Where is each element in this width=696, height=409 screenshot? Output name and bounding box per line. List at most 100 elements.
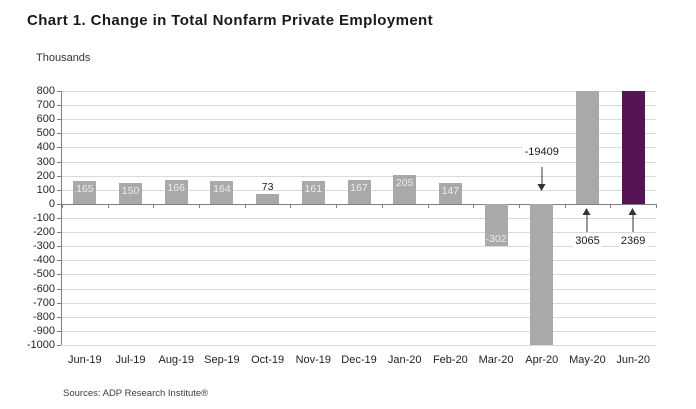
bar-value-label: 164 (213, 182, 231, 195)
arrow-shaft (632, 213, 634, 232)
gridline (62, 274, 656, 276)
y-tick-mark (57, 119, 61, 121)
x-tick-mark (62, 203, 63, 208)
up-arrow-icon (628, 207, 638, 232)
x-axis-label-jun-20: Jun-20 (616, 354, 650, 366)
annotation-2369: 2369 (618, 234, 648, 247)
gridline (62, 330, 656, 332)
y-tick-label: 300 (36, 155, 55, 168)
x-axis-label-mar-20: Mar-20 (478, 354, 514, 366)
plot-area: 800 700 600 500 400 300 200 100 0 -100 -200 -300 -40… (27, 85, 657, 351)
y-tick-label: -100 (32, 212, 55, 224)
arrow-head-down (537, 183, 546, 191)
gridline (62, 91, 656, 92)
bar-nov-19 (301, 181, 325, 204)
x-axis-label-feb-20: Feb-20 (432, 354, 468, 366)
y-tick-mark (57, 189, 61, 191)
bar-jun-20 (621, 91, 645, 204)
bar-dec-19 (347, 180, 371, 204)
gridline (62, 147, 656, 149)
y-tick-mark (57, 105, 61, 107)
x-tick-mark (381, 203, 383, 208)
y-tick-label: -800 (32, 310, 55, 323)
y-tick-mark (57, 330, 61, 332)
bar-sep-19 (210, 180, 234, 204)
x-tick-mark (518, 203, 520, 208)
arrow-head-up (582, 207, 591, 215)
y-tick-mark (57, 345, 61, 346)
arrow-head-up (628, 207, 637, 215)
bar-value-label: 166 (167, 182, 185, 195)
chart-title: Chart 1. Change in Total Nonfarm Private… (27, 12, 434, 29)
y-tick-mark (57, 161, 61, 163)
bar-value-label: 167 (350, 182, 368, 195)
gridline (62, 161, 656, 163)
bar-apr-20 (530, 203, 554, 345)
y-tick-label: -1000 (26, 339, 55, 351)
y-tick-mark (57, 316, 61, 318)
y-tick-mark (57, 232, 61, 234)
gridline (62, 133, 656, 135)
x-axis-label-jun-19: Jun-19 (68, 354, 102, 366)
annotation-19409: -19409 (522, 145, 561, 158)
bar-jul-19 (119, 182, 143, 204)
y-tick-mark (57, 175, 61, 177)
x-tick-mark (427, 203, 429, 208)
y-tick-mark (57, 302, 61, 304)
y-tick-mark (57, 91, 61, 92)
bar-feb-20 (438, 183, 462, 204)
y-tick-label: 700 (36, 99, 55, 112)
up-arrow-icon (582, 207, 592, 232)
gridline (62, 316, 656, 318)
gridline (62, 345, 656, 346)
bar-oct-19 (256, 193, 280, 204)
x-tick-mark (107, 203, 109, 208)
x-tick-mark (290, 203, 292, 208)
x-axis-label-aug-19: Aug-19 (158, 354, 194, 366)
x-tick-mark (656, 203, 657, 208)
x-tick-mark (244, 203, 246, 208)
y-tick-label: -700 (32, 296, 55, 309)
x-tick-mark (473, 203, 475, 208)
gridline (62, 175, 656, 177)
x-axis-label-sep-19: Sep-19 (204, 354, 240, 366)
annotation-3065: 3065 (573, 234, 602, 247)
x-axis-label-dec-19: Dec-19 (341, 354, 377, 366)
bar-value-label: 165 (76, 182, 94, 195)
bar-jan-20 (393, 174, 417, 204)
down-arrow-icon (537, 166, 546, 191)
y-tick-label: -600 (32, 282, 55, 295)
y-tick-label: -300 (32, 240, 55, 253)
x-axis-label-nov-19: Nov-19 (295, 354, 332, 366)
x-axis-label-jul-19: Jul-19 (115, 354, 146, 366)
gridline (62, 218, 656, 219)
bar-aug-19 (164, 180, 188, 204)
y-tick-label: 800 (36, 85, 55, 97)
x-axis-labels: Jun-19 Jul-19 Aug-19 Sep-19 Oct-19 Nov-19 Dec-… (62, 354, 656, 368)
gridline (62, 288, 656, 290)
y-tick-label: 0 (48, 197, 55, 210)
arrow-shaft (586, 213, 588, 232)
zero-axis-line (62, 203, 656, 205)
gridline (62, 246, 656, 248)
gridline (62, 119, 656, 121)
gridline (62, 302, 656, 304)
bar-value-label: 147 (441, 185, 460, 198)
y-tick-label: -200 (32, 226, 55, 239)
x-axis-label-jan-20: Jan-20 (387, 354, 422, 366)
bar-value-label: -302 (485, 232, 507, 245)
y-tick-mark (57, 147, 61, 149)
bar-jun-19 (73, 180, 97, 204)
x-axis-label-apr-20: Apr-20 (525, 354, 559, 366)
y-axis-line (61, 91, 62, 345)
y-tick-mark (57, 133, 61, 135)
y-tick-label: 200 (36, 169, 55, 182)
y-tick-mark (57, 246, 61, 248)
bar-value-label: 150 (121, 184, 140, 197)
y-tick-mark (57, 288, 61, 290)
gridline (62, 105, 656, 107)
gridline (62, 232, 656, 234)
bar-value-label: 73 (261, 180, 274, 193)
bar-may-20 (575, 91, 599, 204)
source-note: Sources: ADP Research Institute® (63, 388, 209, 399)
